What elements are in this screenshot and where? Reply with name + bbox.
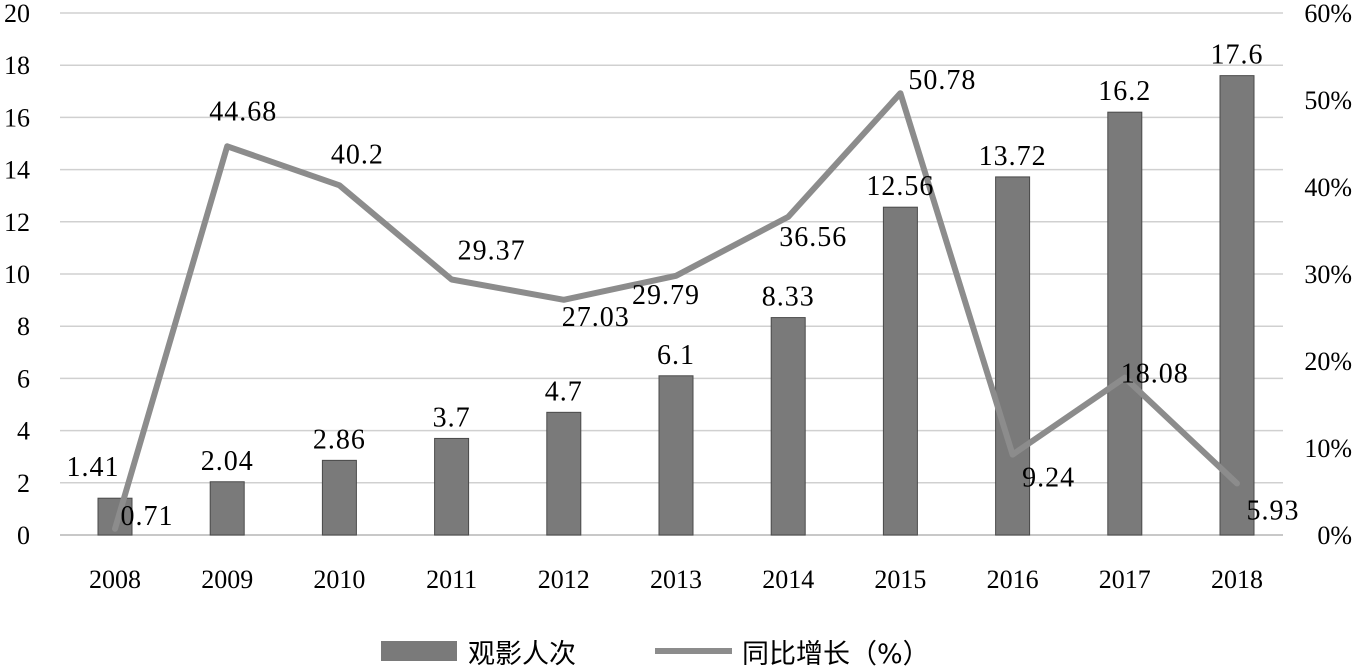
- y-left-tick-label: 10: [4, 260, 30, 289]
- line-point: [673, 273, 679, 279]
- x-tick-label: 2012: [538, 565, 590, 594]
- y-left-tick-label: 18: [4, 51, 30, 80]
- line-point: [561, 297, 567, 303]
- line-point: [1234, 480, 1240, 486]
- y-left-tick-label: 4: [17, 417, 30, 446]
- bar-data-label: 12.56: [866, 171, 934, 202]
- x-tick-label: 2009: [201, 565, 253, 594]
- line-data-label: 9.24: [1022, 463, 1075, 494]
- legend-bar-label: 观影人次: [468, 639, 576, 670]
- line-data-label: 50.78: [908, 65, 976, 96]
- y-right-tick-label: 30%: [1304, 260, 1352, 289]
- bar: [882, 206, 918, 536]
- bar: [995, 176, 1031, 536]
- bar-data-label: 13.72: [979, 141, 1047, 172]
- bar: [770, 317, 806, 536]
- y-left-tick-label: 0: [17, 521, 30, 550]
- data-labels: 1.41 2.04 2.86 3.7 4.7 6.1 8.33 12.56 13.72 16.2 1…: [67, 40, 1300, 532]
- x-tick-label: 2017: [1099, 565, 1151, 594]
- x-tick-label: 2013: [650, 565, 702, 594]
- y-right-tick-label: 10%: [1304, 434, 1352, 463]
- x-axis: 2008 2009 2010 2011 2012 2013 2014 2015 2016 2017…: [60, 534, 1283, 594]
- line-point: [785, 214, 791, 220]
- bar-series: [97, 75, 1255, 536]
- bar: [209, 481, 245, 536]
- bar-data-label: 17.6: [1211, 40, 1264, 71]
- x-tick-label: 2016: [987, 565, 1039, 594]
- line-data-label: 40.2: [331, 139, 384, 170]
- line-data-label: 29.79: [632, 280, 700, 311]
- y-left-tick-label: 6: [17, 364, 30, 393]
- x-tick-label: 2015: [874, 565, 926, 594]
- line-data-label: 18.08: [1121, 359, 1189, 390]
- line-series: [112, 90, 1240, 532]
- y-right-tick-label: 0%: [1317, 521, 1352, 550]
- line-point: [224, 143, 230, 149]
- y-left-tick-label: 14: [4, 156, 30, 185]
- line-data-label: 44.68: [209, 96, 277, 127]
- bar-data-label: 1.41: [67, 452, 120, 483]
- line-point: [112, 526, 118, 532]
- y-right-tick-label: 20%: [1304, 347, 1352, 376]
- bar: [658, 375, 694, 536]
- x-tick-label: 2018: [1211, 565, 1263, 594]
- bar-data-label: 8.33: [762, 282, 815, 313]
- bar: [1107, 111, 1143, 536]
- line-point: [1122, 375, 1128, 381]
- line-data-label: 0.71: [121, 501, 174, 532]
- line-point: [449, 276, 455, 282]
- bar-data-label: 16.2: [1098, 76, 1151, 107]
- y-right-tick-label: 60%: [1304, 0, 1352, 28]
- x-tick-label: 2014: [762, 565, 814, 594]
- y-left-tick-label: 8: [17, 312, 30, 341]
- bar: [434, 437, 470, 536]
- y-left-tick-label: 16: [4, 103, 30, 132]
- bar-data-label: 6.1: [657, 340, 695, 371]
- line-point: [336, 182, 342, 188]
- bar-data-label: 4.7: [545, 376, 583, 407]
- x-tick-label: 2008: [89, 565, 141, 594]
- x-tick-label: 2010: [313, 565, 365, 594]
- bar-data-label: 2.86: [313, 424, 366, 455]
- bar: [546, 411, 582, 536]
- right-y-axis: 0% 10% 20% 30% 40% 50% 60%: [1304, 0, 1352, 550]
- bar: [1219, 75, 1255, 536]
- line-data-label: 5.93: [1247, 495, 1300, 526]
- left-y-axis: 0 2 4 6 8 10 12 14 16 18 20: [4, 0, 30, 550]
- x-tick-label: 2011: [426, 565, 477, 594]
- legend-bar-swatch: [381, 641, 457, 661]
- y-left-tick-label: 12: [4, 208, 30, 237]
- bar: [321, 459, 357, 536]
- line-data-label: 36.56: [779, 222, 847, 253]
- line-point: [897, 90, 903, 96]
- y-right-tick-label: 50%: [1304, 86, 1352, 115]
- line-data-label: 29.37: [458, 235, 526, 266]
- line-point: [1010, 452, 1016, 458]
- line-data-label: 27.03: [562, 302, 630, 333]
- bar-data-label: 3.7: [433, 402, 471, 433]
- legend-line-label: 同比增长（%）: [742, 639, 930, 670]
- y-left-tick-label: 2: [17, 469, 30, 498]
- bar-data-label: 2.04: [201, 446, 254, 477]
- y-right-tick-label: 40%: [1304, 173, 1352, 202]
- legend: 观影人次 同比增长（%）: [381, 639, 930, 670]
- y-left-tick-label: 20: [4, 0, 30, 28]
